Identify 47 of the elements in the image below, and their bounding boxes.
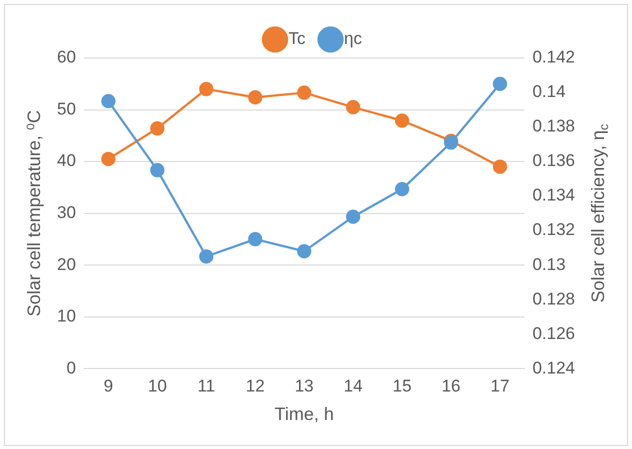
- point: [492, 76, 508, 92]
- y2-tick-label: 0.14: [532, 82, 566, 102]
- y-tick-label: 60: [56, 48, 76, 67]
- y2-tick-label: 0.132: [532, 220, 576, 240]
- point: [101, 152, 116, 166]
- point: [150, 121, 164, 136]
- y-tick-label: 30: [56, 202, 76, 222]
- y2-tick-label: 0.142: [532, 48, 576, 67]
- y-tick-label: 40: [56, 151, 76, 170]
- y-tick-label: 0: [66, 358, 76, 378]
- point: [297, 244, 312, 258]
- x-tick-label: 11: [197, 376, 216, 396]
- y2-tick-label: 0.126: [532, 324, 576, 343]
- y-axis-title: Solar cell temperature, ⁰C: [24, 110, 44, 316]
- y2-tick-label: 0.124: [532, 358, 576, 378]
- point: [150, 163, 164, 178]
- y2-tick-label: 0.134: [532, 186, 576, 205]
- y-tick-label: 50: [56, 99, 76, 118]
- point: [101, 94, 116, 108]
- x-tick-label: 12: [246, 376, 265, 396]
- x-axis-title: Time, h: [274, 404, 334, 424]
- point: [346, 210, 360, 224]
- x-tick-label: 15: [392, 376, 412, 396]
- point: [248, 90, 262, 104]
- y2-tick-label: 0.136: [532, 151, 576, 170]
- x-tick-label: 16: [442, 376, 460, 396]
- x-tick-label: 9: [104, 376, 114, 396]
- y2-tick-label: 0.13: [532, 254, 566, 274]
- point: [492, 160, 508, 174]
- x-tick-label: 17: [490, 376, 510, 396]
- point: [248, 232, 262, 246]
- point: [394, 114, 410, 128]
- point: [199, 249, 214, 264]
- point: [346, 100, 360, 114]
- y2-axis-title: Solar cell efficiency, ηc: [588, 124, 611, 303]
- x-tick-label: 10: [148, 376, 167, 396]
- point: [394, 182, 410, 196]
- y2-tick-label: 0.128: [532, 289, 576, 308]
- y-tick-label: 10: [56, 306, 76, 326]
- y-tick-label: 20: [56, 254, 76, 274]
- point: [199, 82, 214, 96]
- x-tick-label: 13: [294, 376, 314, 396]
- legend-label: ηc: [344, 29, 362, 48]
- legend-label: Tc: [288, 29, 306, 48]
- y2-tick-label: 0.138: [532, 116, 576, 136]
- x-tick-label: 14: [344, 376, 363, 396]
- point: [297, 86, 312, 100]
